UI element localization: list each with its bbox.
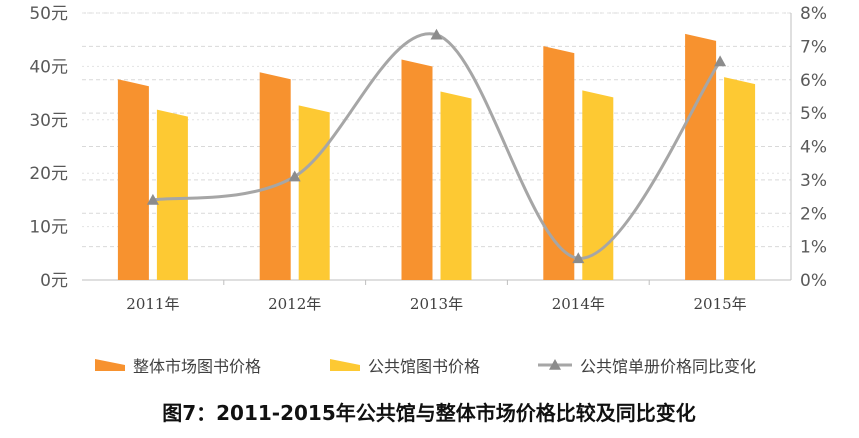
- y-right-tick-label: 5%: [800, 104, 827, 124]
- y-right-tick-label: 4%: [800, 138, 827, 158]
- x-tick-label: 2012年: [268, 295, 321, 313]
- chart-title: 图7：2011-2015年公共馆与整体市场价格比较及同比变化: [162, 401, 696, 425]
- legend-label: 公共馆图书价格: [368, 357, 480, 376]
- bar: [401, 59, 433, 280]
- left-axis-ticks: 0元 10元 20元 30元 40元 50元: [29, 4, 68, 291]
- y-right-tick-label: 2%: [800, 204, 827, 224]
- legend: 整体市场图书价格 公共馆图书价格 公共馆单册价格同比变化: [95, 357, 756, 376]
- y-left-tick-label: 20元: [29, 164, 68, 184]
- y-right-tick-label: 3%: [800, 171, 827, 191]
- line-point: [146, 193, 159, 205]
- x-tick-label: 2013年: [410, 295, 463, 313]
- bar: [156, 109, 188, 281]
- y-right-tick-label: 1%: [800, 238, 827, 258]
- right-axis-ticks: 0% 1% 2% 3% 4% 5% 6% 7% 8%: [800, 4, 827, 291]
- y-left-tick-label: 50元: [29, 4, 68, 24]
- y-left-tick-label: 0元: [40, 271, 68, 291]
- y-right-tick-label: 8%: [800, 4, 827, 24]
- line-point: [430, 28, 443, 40]
- bar: [685, 33, 717, 280]
- bar: [298, 105, 330, 280]
- line-point: [714, 55, 727, 67]
- bar: [117, 79, 149, 280]
- legend-swatch: [95, 359, 125, 371]
- series-line: [152, 32, 722, 260]
- legend-swatch: [330, 359, 360, 371]
- bar: [724, 77, 756, 280]
- gridlines: [82, 12, 792, 285]
- y-left-tick-label: 30元: [29, 111, 68, 131]
- x-tick-label: 2011年: [126, 295, 179, 313]
- bar: [259, 72, 291, 280]
- y-left-tick-label: 10元: [29, 218, 68, 238]
- y-right-tick-label: 7%: [800, 37, 827, 57]
- bar-series: [117, 33, 756, 281]
- y-left-tick-label: 40元: [29, 57, 68, 77]
- x-tick-label: 2015年: [694, 295, 747, 313]
- legend-label: 整体市场图书价格: [133, 357, 261, 376]
- bar: [543, 46, 575, 280]
- y-right-tick-label: 0%: [800, 271, 827, 291]
- line-series: [146, 28, 727, 264]
- x-axis-ticks: 2011年 2012年 2013年 2014年 2015年: [126, 295, 746, 313]
- bar: [582, 90, 614, 281]
- line-point: [572, 252, 585, 264]
- bar: [440, 91, 472, 280]
- y-right-tick-label: 6%: [800, 71, 827, 91]
- legend-marker: [549, 359, 561, 370]
- line-point: [288, 170, 301, 182]
- x-tick-label: 2014年: [552, 295, 605, 313]
- legend-label: 公共馆单册价格同比变化: [580, 357, 756, 376]
